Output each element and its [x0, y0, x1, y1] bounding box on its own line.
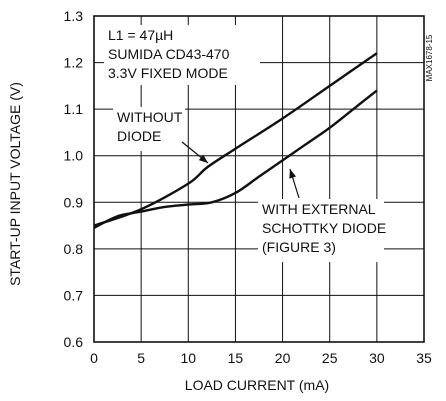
annotation-2-line-3: (FIGURE 3) — [262, 239, 336, 255]
x-tick-label: 15 — [228, 350, 244, 366]
annotation-background — [113, 107, 185, 151]
x-tick-labels: 0 5 10 15 20 25 30 35 — [90, 350, 432, 366]
x-tick-label: 0 — [90, 350, 98, 366]
series-lines — [93, 52, 378, 229]
annotation-2-line-2: SCHOTTKY DIODE — [262, 220, 386, 236]
y-tick-label: 1.3 — [64, 8, 84, 24]
y-tick-labels: 0.6 0.7 0.8 0.9 1.0 1.1 1.2 1.3 — [64, 8, 84, 350]
conditions-note: L1 = 47µH SUMIDA CD43-470 3.3V FIXED MOD… — [104, 25, 260, 85]
x-axis-label: LOAD CURRENT (mA) — [185, 377, 329, 393]
figure-code: MAX1678-15 — [425, 34, 434, 81]
annotations: WITHOUT DIODE WITH EXTERNAL SCHOTTKY DIODE (… — [113, 107, 386, 262]
x-tick-label: 20 — [275, 350, 291, 366]
series-line-1 — [93, 52, 378, 227]
x-tick-label: 35 — [416, 350, 432, 366]
y-tick-label: 0.6 — [64, 334, 84, 350]
series-line-2 — [93, 89, 378, 229]
annotation-2-line-1: WITH EXTERNAL — [262, 201, 376, 217]
conditions-background — [104, 25, 260, 85]
annotation-background — [258, 199, 384, 262]
y-tick-label: 1.0 — [64, 148, 84, 164]
y-axis-label: START-UP INPUT VOLTAGE (V) — [7, 82, 23, 286]
arrowhead — [198, 154, 208, 163]
condition-line-2: SUMIDA CD43-470 — [108, 46, 230, 62]
x-tick-label: 30 — [369, 350, 385, 366]
y-tick-label: 0.8 — [64, 241, 84, 257]
condition-line-1: L1 = 47µH — [108, 27, 173, 43]
condition-line-3: 3.3V FIXED MODE — [108, 65, 228, 81]
y-tick-label: 1.1 — [64, 101, 84, 117]
x-tick-label: 25 — [322, 350, 338, 366]
y-tick-label: 0.7 — [64, 287, 84, 303]
annotation-1-line-2: DIODE — [117, 128, 161, 144]
x-tick-label: 10 — [180, 350, 196, 366]
annotation-1-line-1: WITHOUT — [117, 109, 183, 125]
y-tick-label: 0.9 — [64, 194, 84, 210]
y-tick-label: 1.2 — [64, 55, 84, 71]
x-tick-label: 5 — [137, 350, 145, 366]
plot-frame — [93, 15, 425, 343]
arrowhead — [289, 169, 297, 179]
